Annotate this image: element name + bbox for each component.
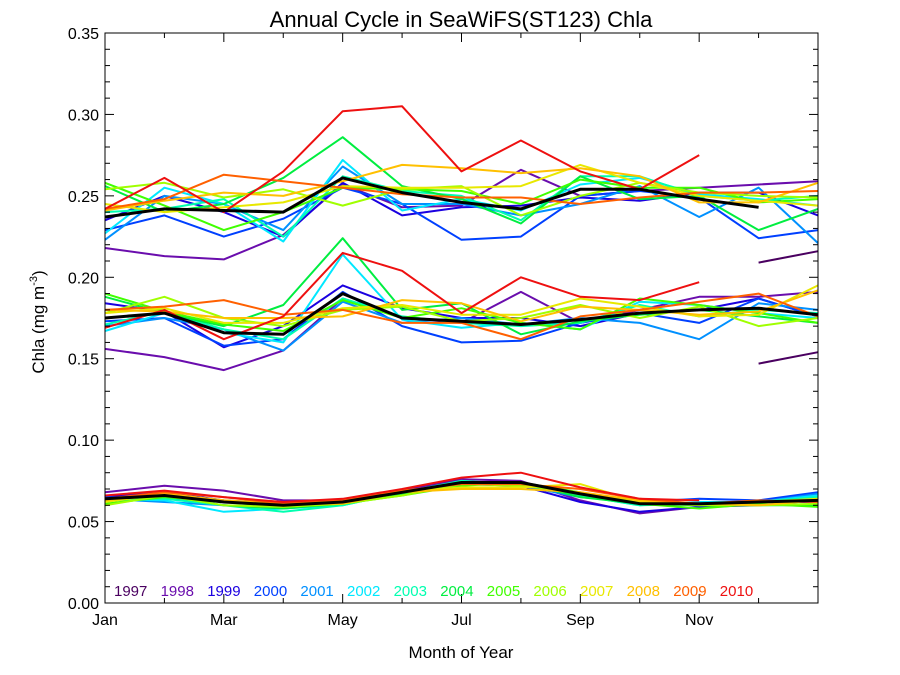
legend-entry-2006: 2006 [533,583,566,600]
x-tick-label: Sep [566,612,595,629]
legend-entry-2010: 2010 [720,583,753,600]
legend-entry-2007: 2007 [580,583,613,600]
legend-entry-2004: 2004 [440,583,473,600]
series-2010-line-band-1-segment-1 [104,105,700,214]
legend-entry-2001: 2001 [300,583,333,600]
series-2009-line-band-1-segment-1 [104,173,819,210]
legend: 1997 1998 1999 2000 2001 2002 2003 2004 2005 2006… [114,583,753,600]
x-tick-label: Jul [451,612,471,629]
legend-entry-1998: 1998 [161,583,194,600]
y-tick-label: 0.15 [68,352,99,369]
series-2000-line-band-2-segment-1 [104,290,819,347]
series-2010-line-band-2-segment-1 [104,251,700,341]
series-1997-line-band-2-segment-1 [758,351,819,365]
series-2008-line-band-1-segment-1 [104,163,819,212]
legend-entry-2002: 2002 [347,583,380,600]
y-tick-label: 0.20 [68,270,99,287]
series-2010-line-band-3-segment-1 [104,471,700,503]
series-1997-line-band-1-segment-1 [758,250,819,264]
series-2009-line-band-2-segment-1 [104,292,819,341]
y-tick-label: 0.35 [68,26,99,43]
y-tick-label: 0.10 [68,433,99,450]
x-tick-label: May [328,612,358,629]
series-1998-line-band-1-segment-1 [104,168,819,261]
x-tick-label: Jan [92,612,118,629]
y-tick-label: 0.25 [68,189,99,206]
legend-entry-2003: 2003 [394,583,427,600]
y-tick-label: 0.05 [68,515,99,532]
series-2007-line-band-2-segment-1 [104,284,819,324]
chart-title: Annual Cycle in SeaWiFS(ST123) Chla [270,7,653,32]
x-axis-label: Month of Year [409,643,514,662]
legend-entry-1999: 1999 [207,583,240,600]
axes: 0.00 0.05 0.10 0.15 0.20 0.25 0.30 0.35 Jan Mar Ma… [68,26,819,629]
x-tick-label: Mar [210,612,238,629]
legend-entry-2008: 2008 [627,583,660,600]
legend-entry-2005: 2005 [487,583,520,600]
series-2008-line-band-2-segment-1 [104,289,819,323]
legend-entry-2009: 2009 [673,583,706,600]
series-2000-line-band-1-segment-1 [104,186,819,241]
mean-line-band-1-segment-1 [104,176,759,219]
y-axis-label: Chla (mg m-3) [28,270,48,373]
series-2005-line-band-2-segment-1 [104,292,819,332]
x-tick-label: Nov [685,612,713,629]
series-2005-line-band-1-segment-1 [104,178,819,232]
series-2007-line-band-1-segment-1 [104,163,819,214]
y-tick-label: 0.30 [68,107,99,124]
series-2004-line-band-1-segment-1 [104,136,819,232]
mean-lines [104,176,819,507]
mean-line-band-2-segment-1 [104,292,819,336]
y-tick-label: 0.00 [68,596,99,613]
legend-entry-1997: 1997 [114,583,147,600]
legend-entry-2000: 2000 [254,583,287,600]
mean-line-band-3-segment-1 [104,481,819,507]
